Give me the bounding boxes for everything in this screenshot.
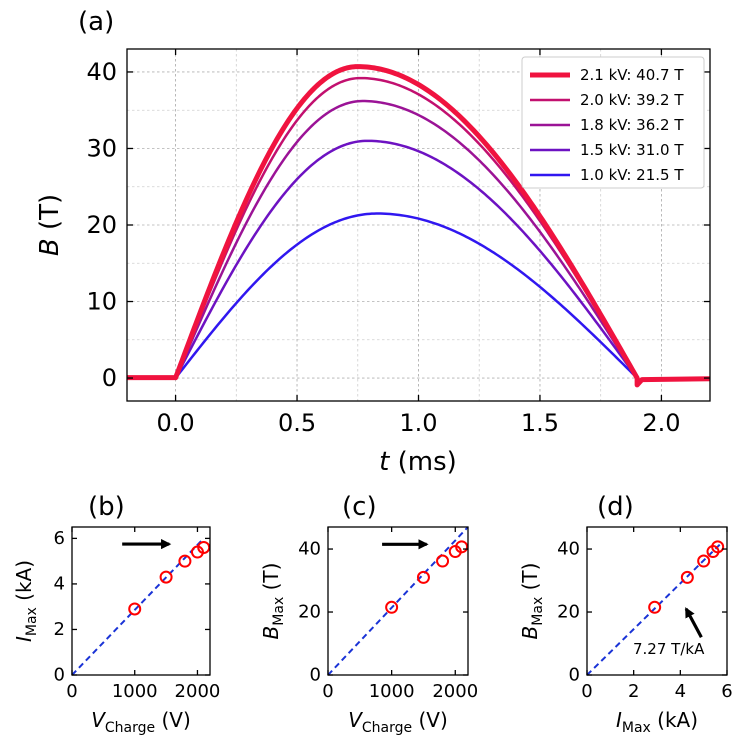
y-tick-label: 20: [86, 211, 117, 239]
series-line: [127, 99, 711, 387]
y-tick-label: 40: [86, 58, 117, 86]
data-point: [385, 600, 399, 614]
y-tick-label: 0: [310, 665, 321, 686]
x-tick-label: 6: [721, 681, 732, 702]
data-point: [455, 540, 469, 554]
legend-label: 1.8 kV: 36.2 T: [580, 116, 684, 134]
panel-a-label: (a): [78, 7, 114, 37]
data-point: [416, 570, 430, 584]
y-tick-label: 20: [557, 602, 580, 623]
data-point: [159, 570, 173, 584]
x-tick-label: 4: [675, 681, 686, 702]
y-tick-label: 2: [54, 619, 65, 640]
panel-d-label: (d): [597, 492, 634, 522]
panel-c-frame: [327, 526, 469, 676]
panel-a-xlabel: t (ms): [379, 447, 457, 477]
y-tick-label: 40: [557, 539, 580, 560]
y-tick-label: 0: [569, 665, 580, 686]
panel-c-ticks: 0 1000 2000 0 20 40: [298, 527, 478, 702]
legend-label: 1.0 kV: 21.5 T: [580, 166, 684, 184]
panel-a: (a) 0.0 0.5 1.0 1.5 2.0 0 10 20 30 40 2.1 kV: 40.…: [35, 7, 711, 477]
panel-d-ylabel: BMax (T): [518, 563, 546, 640]
panel-c-ylabel: BMax (T): [259, 563, 287, 640]
data-point: [648, 600, 662, 614]
x-tick-label: 1.5: [521, 409, 559, 437]
panel-b-frame: [71, 526, 211, 676]
data-point: [128, 602, 142, 616]
data-point: [178, 554, 192, 568]
x-tick-label: 0.0: [156, 409, 194, 437]
legend-box: [521, 56, 705, 189]
x-tick-label: 0: [66, 681, 77, 702]
panel-d-ticks: 0 2 4 6 0 20 40: [557, 527, 733, 702]
y-tick-label: 0: [54, 665, 65, 686]
panel-b-xlabel: VCharge (V): [91, 708, 191, 736]
x-tick-label: 0.5: [278, 409, 316, 437]
legend: 2.1 kV: 40.7 T 2.0 kV: 39.2 T 1.8 kV: 36.2…: [521, 56, 705, 189]
y-tick-label: 4: [54, 573, 65, 594]
x-tick-label: 1000: [112, 681, 158, 702]
fit-line: [327, 526, 469, 676]
panel-b-ticks: 0 1000 2000 0 2 4 6: [54, 527, 221, 702]
panel-b-label: (b): [88, 492, 125, 522]
panel-b: (b) 0 1000 2000 0 2 4 6 VCharge (V) IMax (kA): [12, 492, 220, 736]
panel-c-label: (c): [342, 492, 377, 522]
x-tick-label: 2000: [432, 681, 478, 702]
y-tick-label: 6: [54, 528, 65, 549]
data-point: [711, 540, 725, 554]
panel-c: (c) 0 1000 2000 0 20 40 VCharge (V) BMax (T): [259, 492, 478, 736]
y-tick-label: 40: [298, 539, 321, 560]
x-tick-label: 2.0: [642, 409, 680, 437]
panel-c-plot: [327, 526, 469, 676]
y-tick-label: 30: [86, 134, 117, 162]
panel-b-ylabel: IMax (kA): [12, 560, 40, 642]
data-point: [197, 540, 211, 554]
y-tick-label: 20: [298, 602, 321, 623]
panel-a-ylabel: B (T): [35, 194, 65, 256]
fit-line: [586, 541, 724, 676]
y-tick-label: 10: [86, 288, 117, 316]
series-line: [127, 64, 711, 388]
panel-a-series: [127, 64, 711, 388]
panel-d: (d) 0 2 4 6 0 20 40 7.27 T/kA IMax (kA) BMax (…: [518, 492, 733, 736]
x-tick-label: 0: [322, 681, 333, 702]
panel-a-ticks: 0.0 0.5 1.0 1.5 2.0 0 10 20 30 40: [86, 49, 710, 437]
x-tick-label: 0: [581, 681, 592, 702]
panel-b-plot: [71, 537, 211, 676]
legend-label: 2.1 kV: 40.7 T: [580, 66, 684, 84]
slope-annotation: 7.27 T/kA: [633, 640, 705, 658]
legend-label: 1.5 kV: 31.0 T: [580, 141, 684, 159]
x-tick-label: 1000: [369, 681, 415, 702]
series-line: [127, 139, 711, 387]
panel-d-xlabel: IMax (kA): [616, 708, 698, 736]
x-tick-label: 1.0: [399, 409, 437, 437]
data-point: [697, 554, 711, 568]
data-point: [436, 554, 450, 568]
arrow: [684, 607, 703, 638]
panel-c-xlabel: VCharge (V): [348, 708, 448, 736]
legend-label: 2.0 kV: 39.2 T: [580, 91, 684, 109]
x-tick-label: 2000: [175, 681, 221, 702]
panel-d-plot: [586, 540, 725, 676]
fit-line: [71, 537, 205, 676]
panel-d-frame: [586, 526, 728, 676]
data-point: [680, 570, 694, 584]
y-tick-label: 0: [102, 364, 117, 392]
series-line: [127, 212, 711, 387]
x-tick-label: 2: [628, 681, 639, 702]
